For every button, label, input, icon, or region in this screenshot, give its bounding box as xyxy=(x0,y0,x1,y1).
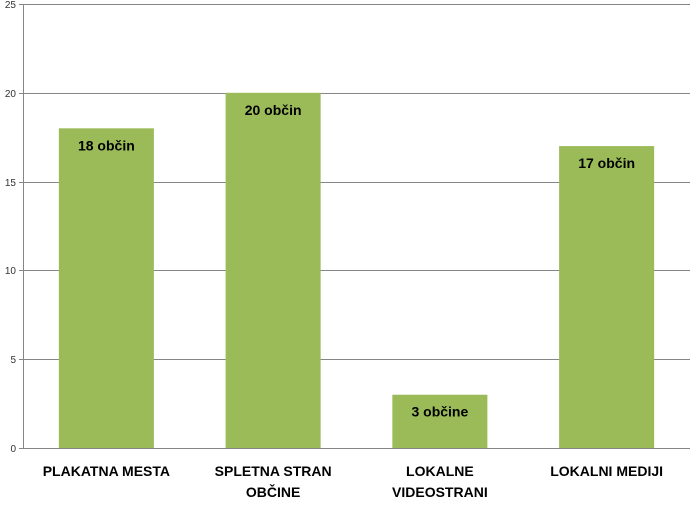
category-label: LOKALNI MEDIJI xyxy=(550,463,663,479)
category-label-line: SPLETNA STRAN xyxy=(215,463,332,479)
category-label-line: LOKALNE xyxy=(406,463,474,479)
data-label: 20 občin xyxy=(245,102,302,118)
bars xyxy=(58,92,655,449)
category-label-line: LOKALNI MEDIJI xyxy=(550,463,663,479)
category-label-line: PLAKATNA MESTA xyxy=(43,463,170,479)
y-tick-label: 5 xyxy=(10,355,16,366)
bar xyxy=(58,128,154,448)
y-axis-ticks: 0 5 10 15 20 25 xyxy=(5,0,23,455)
category-label: PLAKATNA MESTA xyxy=(43,463,170,479)
x-axis-categories: PLAKATNA MESTA SPLETNA STRAN OBČINE LOKALNE… xyxy=(43,463,663,500)
category-label: LOKALNE VIDEOSTRANI xyxy=(392,463,488,500)
category-label-line: VIDEOSTRANI xyxy=(392,484,488,500)
y-tick-label: 0 xyxy=(10,444,16,455)
y-tick-label: 20 xyxy=(5,89,17,100)
y-tick-label: 15 xyxy=(5,178,17,189)
data-label: 17 občin xyxy=(578,155,635,171)
y-tick-label: 10 xyxy=(5,266,17,277)
category-label: SPLETNA STRAN OBČINE xyxy=(215,463,332,500)
bar xyxy=(225,92,321,449)
data-label: 3 občine xyxy=(411,404,468,420)
axes xyxy=(23,4,690,449)
bar xyxy=(559,146,655,448)
bar xyxy=(392,394,488,448)
category-label-line: OBČINE xyxy=(246,483,300,500)
y-tick-label: 25 xyxy=(5,0,17,11)
data-labels: 18 občin 20 občin 3 občine 17 občin xyxy=(78,102,635,420)
data-label: 18 občin xyxy=(78,137,135,153)
